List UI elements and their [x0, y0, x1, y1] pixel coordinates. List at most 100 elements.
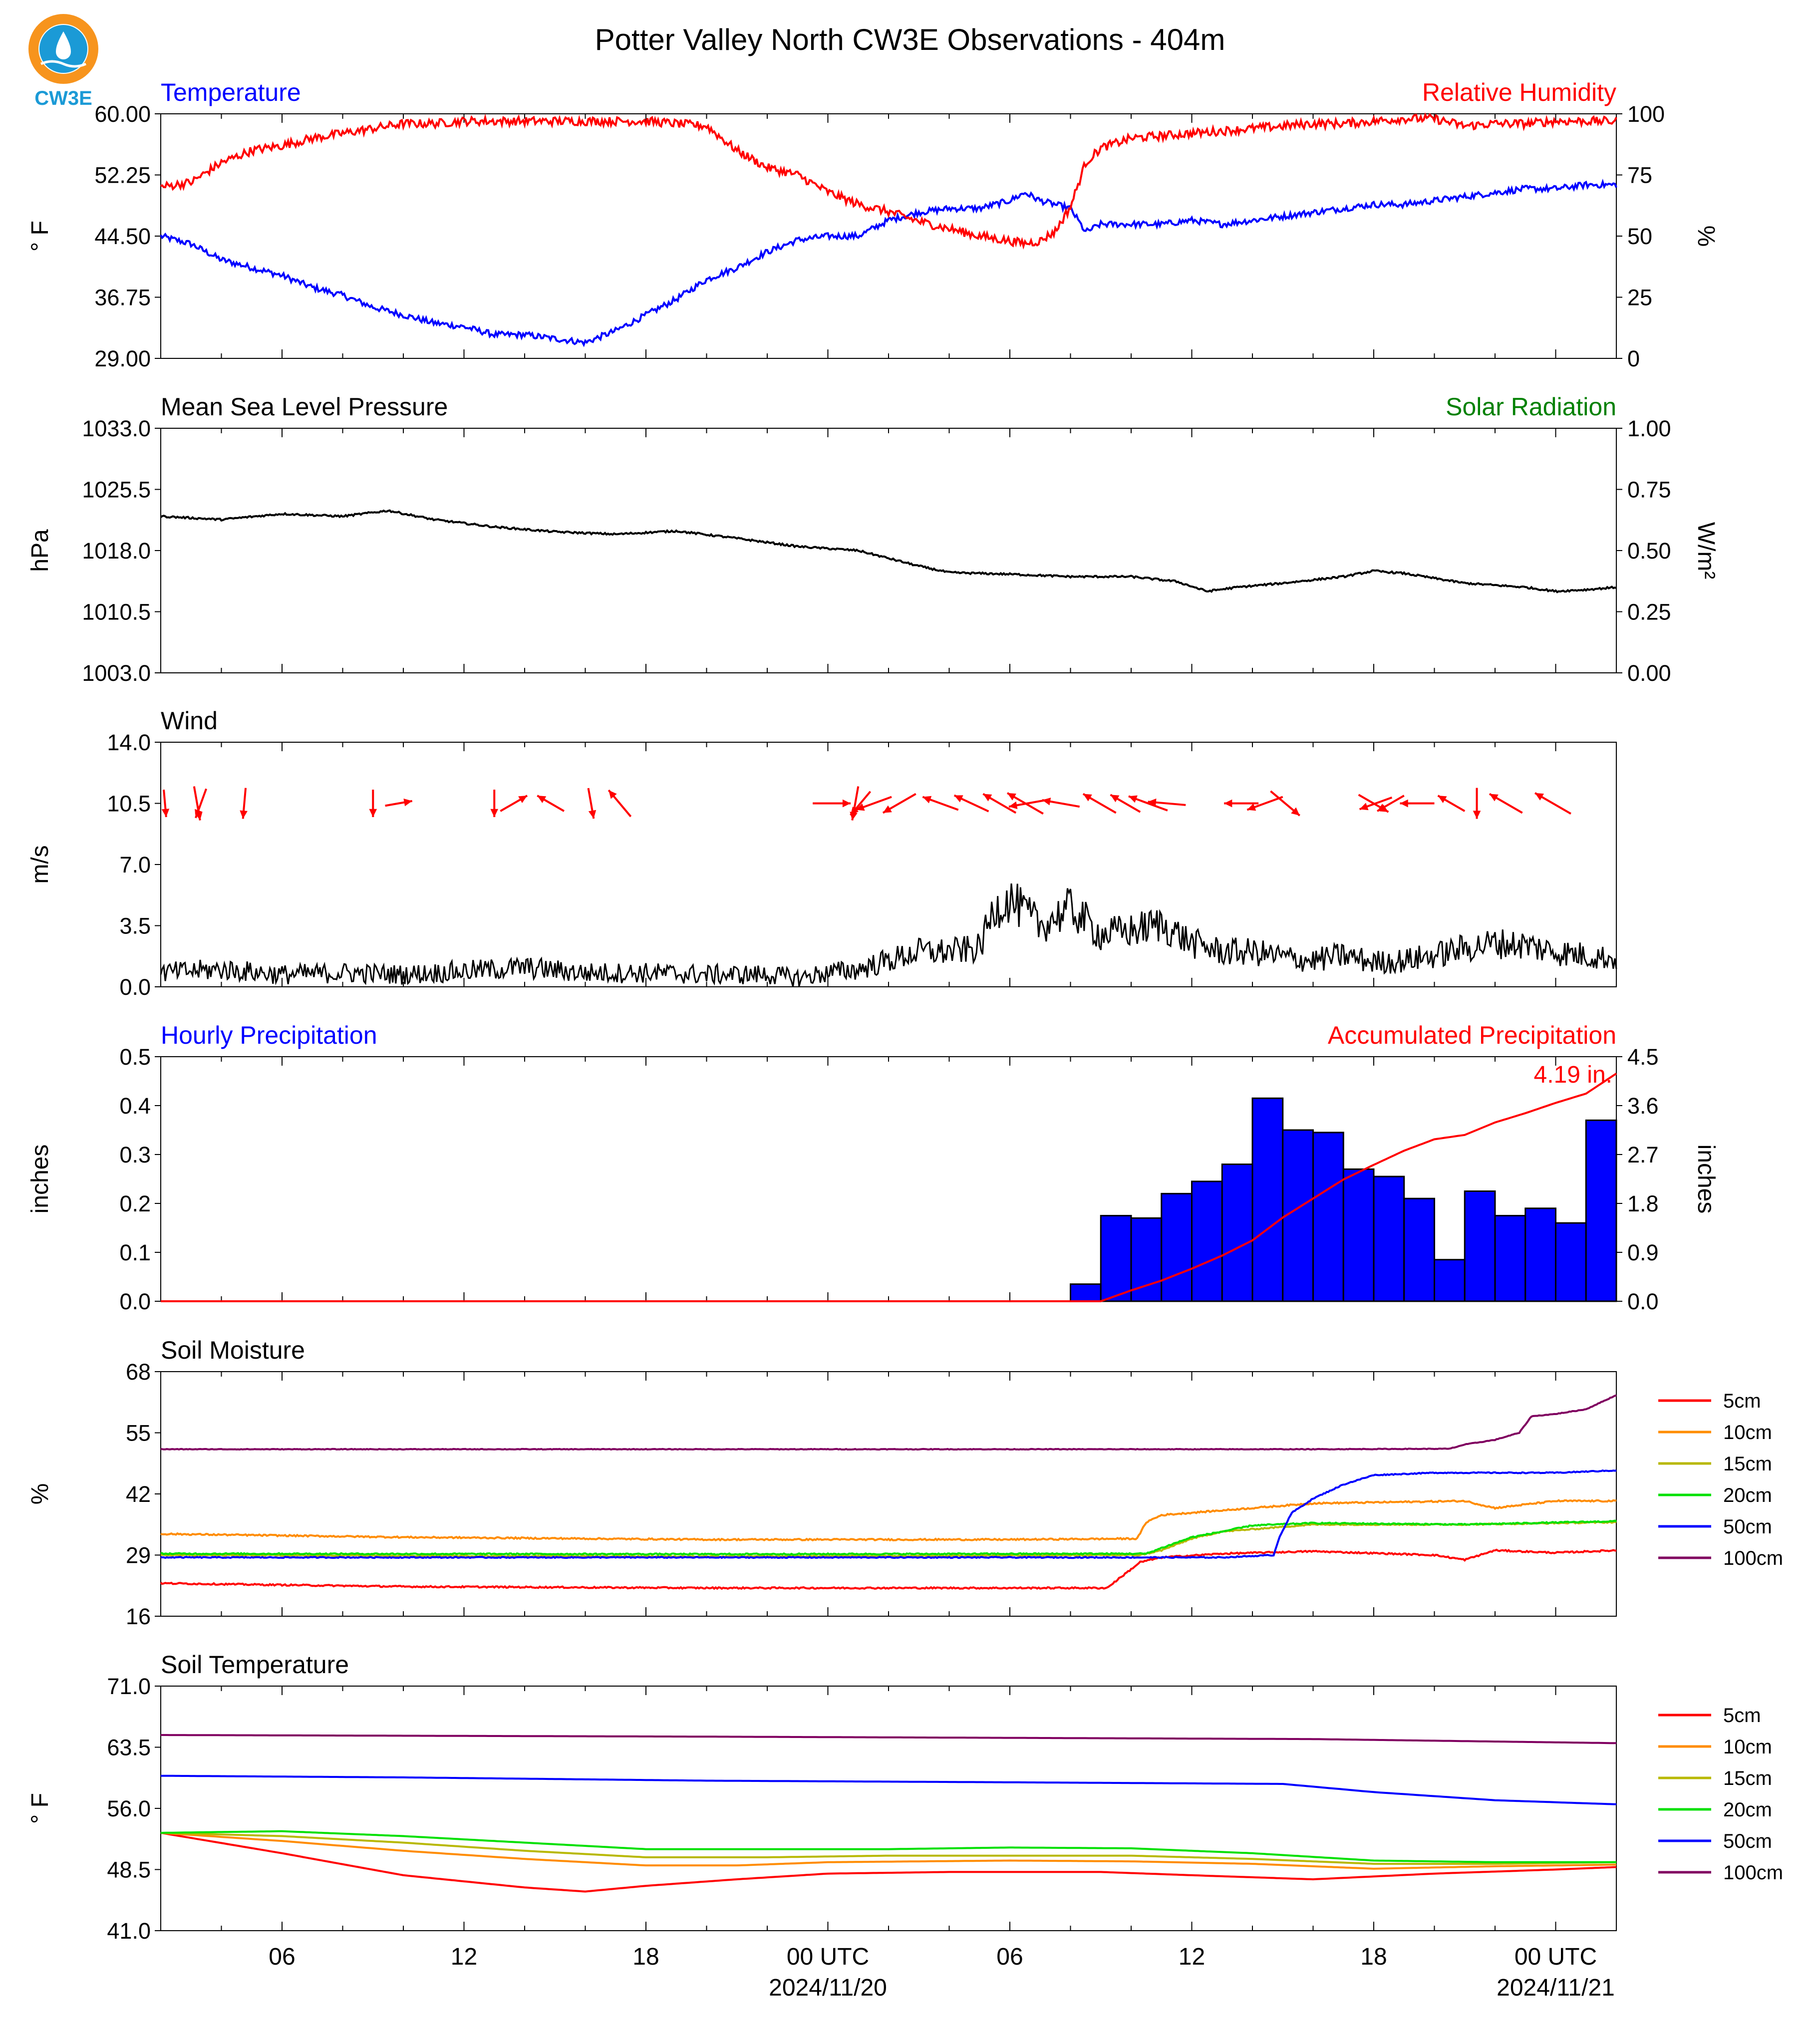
y-tick-label: 41.0 [107, 1918, 151, 1944]
legend-label: 100cm [1723, 1547, 1783, 1569]
y2-tick-label: 0 [1627, 346, 1640, 371]
wind-arrow-head [1489, 794, 1499, 802]
wind-arrow-head [1400, 799, 1408, 808]
panel-precip: Hourly Precipitation Accumulated Precipit… [27, 1021, 1719, 1314]
legend-label: 50cm [1723, 1516, 1772, 1538]
wind-arrow-head [1148, 798, 1157, 807]
y2-tick-label: 0.25 [1627, 599, 1671, 625]
wind-arrow [161, 789, 170, 818]
panel-title-left: Wind [161, 707, 218, 735]
panel-title-right: Accumulated Precipitation [1328, 1021, 1616, 1049]
wind-arrow-head [1110, 795, 1120, 803]
wind-arrow-head [883, 805, 892, 813]
wind-arrow [922, 796, 959, 811]
precip-bar [1161, 1192, 1193, 1302]
wind-arrow-head [490, 809, 499, 817]
precip-bar [1342, 1168, 1375, 1302]
y-tick-label: 42 [126, 1481, 151, 1507]
y2-tick-label: 1.8 [1627, 1191, 1659, 1216]
series-line-50cm [160, 1469, 1617, 1559]
logo-ring [28, 14, 98, 84]
panel-title-right: Relative Humidity [1422, 78, 1616, 106]
wind-arrow-head [983, 794, 992, 802]
series-line [160, 179, 1617, 347]
wind-arrow [537, 795, 565, 812]
y-axis-label: inches [27, 1145, 53, 1214]
precip-bar [1070, 1283, 1102, 1302]
x-tick-label: 00 UTC [787, 1944, 869, 1970]
wind-arrow [1400, 799, 1435, 808]
x-tick-label: 06 [269, 1944, 295, 1970]
y2-tick-label: 0.00 [1627, 660, 1671, 686]
precip-bar [1403, 1197, 1435, 1302]
cw3e-logo: CW3E [28, 14, 98, 109]
y-axis-label: ° F [27, 1793, 53, 1824]
wind-arrow [587, 788, 597, 819]
x-tick-label: 18 [632, 1944, 659, 1970]
series-line-50cm [161, 1774, 1617, 1805]
series-line-5cm [160, 1832, 1617, 1893]
series-line [160, 509, 1617, 593]
y2-tick-label: 4.5 [1627, 1044, 1659, 1070]
y2-tick-label: 0.50 [1627, 538, 1671, 564]
precip-bar [1251, 1097, 1284, 1302]
legend-label: 20cm [1723, 1799, 1772, 1821]
wind-arrow [490, 790, 499, 817]
y-tick-label: 55 [126, 1421, 151, 1446]
x-tick-label: 06 [996, 1944, 1023, 1970]
wind-arrow-head [1009, 801, 1018, 809]
wind-arrow [385, 798, 413, 807]
wind-arrow [882, 793, 916, 814]
wind-arrow-head [588, 810, 597, 819]
precip-bar [1221, 1163, 1253, 1302]
precip-bar [1524, 1207, 1556, 1302]
wind-arrow [1148, 798, 1186, 807]
precip-bar [1130, 1217, 1163, 1302]
wind-arrow [953, 794, 989, 813]
precip-bar [1585, 1119, 1617, 1302]
y-tick-label: 1025.5 [82, 477, 151, 503]
wind-arrow [607, 789, 632, 818]
legend: 5cm 10cm 15cm 20cm 50cm 100cm [1658, 1705, 1783, 1884]
y-tick-label: 1003.0 [82, 660, 151, 686]
wind-arrow-head [1083, 794, 1092, 802]
wind-arrow-head [1359, 803, 1369, 811]
precip-bar [1373, 1175, 1405, 1302]
x-tick-label: 00 UTC [1515, 1944, 1597, 1970]
panel-title-left: Soil Moisture [161, 1336, 305, 1364]
precip-bar [1494, 1215, 1526, 1302]
y2-axis-label: inches [1693, 1145, 1719, 1214]
wind-arrow [369, 790, 377, 817]
panel-title-left: Temperature [161, 78, 301, 106]
panel-title-left: Mean Sea Level Pressure [161, 393, 448, 421]
panel-pressure: Mean Sea Level Pressure Solar Radiation 10… [27, 393, 1719, 686]
wind-arrow [1082, 793, 1117, 814]
x-tick-label: 12 [451, 1944, 477, 1970]
y-tick-label: 63.5 [107, 1735, 151, 1760]
y-tick-label: 60.00 [94, 101, 151, 127]
precip-bar [1191, 1180, 1223, 1302]
figure-title: Potter Valley North CW3E Observations - … [595, 23, 1225, 56]
y2-tick-label: 25 [1627, 285, 1652, 310]
wind-arrow [195, 788, 208, 819]
wind-arrow-head [1128, 795, 1138, 803]
legend-label: 10cm [1723, 1736, 1772, 1758]
panel-title-left: Hourly Precipitation [161, 1021, 377, 1049]
y-tick-label: 10.5 [107, 791, 151, 817]
y2-tick-label: 100 [1627, 101, 1665, 127]
wind-arrow [1008, 799, 1047, 809]
series-line-10cm [160, 1499, 1617, 1542]
y-axis-label: % [27, 1483, 53, 1505]
y-tick-label: 1033.0 [82, 416, 151, 441]
logo-text: CW3E [34, 87, 92, 109]
wind-arrow-head [369, 809, 377, 817]
series-line-10cm [160, 1832, 1617, 1870]
y-axis-label: hPa [27, 529, 53, 572]
wind-arrow [1489, 793, 1523, 814]
panel-title-right: Solar Radiation [1446, 393, 1616, 421]
wind-arrow-head [1377, 804, 1387, 811]
y2-axis-label: % [1693, 226, 1719, 247]
wind-arrow-head [954, 795, 963, 803]
wind-arrow [500, 795, 528, 812]
